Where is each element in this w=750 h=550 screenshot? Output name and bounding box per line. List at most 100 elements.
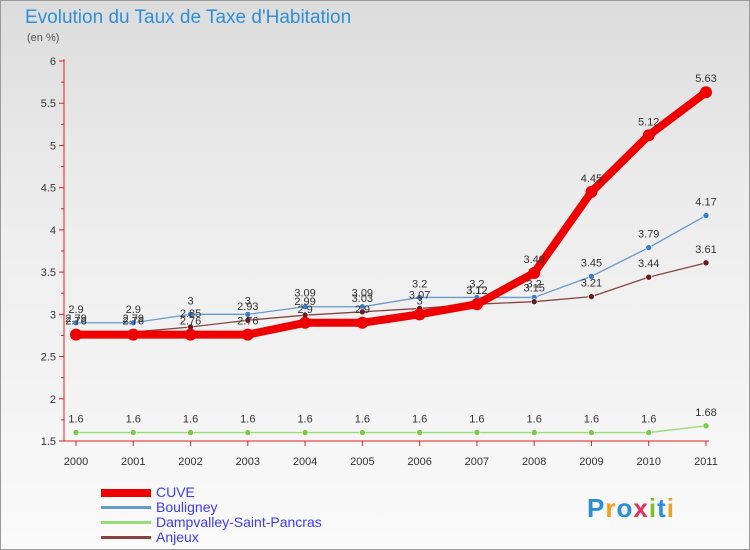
data-label: 2.76 bbox=[123, 316, 144, 328]
data-label: 3.61 bbox=[695, 244, 716, 256]
data-label: 3.12 bbox=[466, 285, 487, 297]
legend-item: Bouligney bbox=[101, 500, 322, 515]
data-label: 3.21 bbox=[581, 278, 602, 290]
data-label: 1.6 bbox=[584, 414, 599, 426]
logo-letter: t bbox=[657, 493, 667, 523]
series-line-dampvalley-saint-pancras bbox=[75, 425, 707, 434]
data-point bbox=[244, 429, 252, 436]
legend-label: Anjeux bbox=[156, 529, 199, 545]
data-point bbox=[72, 429, 80, 436]
logo-letter: P bbox=[587, 493, 606, 523]
x-tick-label: 2011 bbox=[694, 456, 718, 468]
legend-item: Anjeux bbox=[101, 530, 322, 545]
data-point bbox=[299, 316, 312, 329]
series-line-cuve bbox=[72, 88, 710, 339]
data-point bbox=[702, 259, 710, 267]
data-point bbox=[700, 86, 712, 99]
data-point bbox=[588, 293, 595, 300]
y-tick-label: 5.5 bbox=[41, 98, 56, 110]
data-label: 3.2 bbox=[469, 278, 484, 290]
data-point bbox=[359, 308, 366, 316]
data-label: 3 bbox=[187, 295, 193, 307]
data-point bbox=[241, 328, 254, 341]
series-line-anjeux bbox=[75, 262, 707, 333]
data-label: 2.79 bbox=[123, 313, 144, 325]
data-label: 4.17 bbox=[695, 197, 716, 209]
logo-letter: o bbox=[616, 493, 634, 523]
data-label: 3.45 bbox=[581, 257, 602, 269]
legend-swatch bbox=[101, 506, 151, 509]
data-label: 3.49 bbox=[523, 254, 544, 266]
chart-legend: CUVE Bouligney Dampvalley-Saint-Pancras Anj… bbox=[101, 485, 322, 545]
data-label: 2.99 bbox=[294, 296, 315, 308]
data-point bbox=[530, 429, 538, 436]
logo-letter: x bbox=[633, 493, 649, 523]
y-tick-label: 2.5 bbox=[41, 352, 56, 364]
legend-label: CUVE bbox=[156, 484, 195, 500]
data-point bbox=[702, 422, 710, 430]
data-label: 1.6 bbox=[183, 414, 198, 426]
data-label: 3.79 bbox=[638, 229, 659, 241]
data-label: 3 bbox=[245, 295, 251, 307]
y-tick-label: 1.5 bbox=[41, 436, 56, 448]
series-line-bouligney bbox=[75, 214, 707, 324]
data-point bbox=[416, 429, 423, 436]
data-point bbox=[588, 273, 595, 280]
legend-label: Dampvalley-Saint-Pancras bbox=[156, 514, 322, 530]
data-point bbox=[702, 212, 710, 219]
x-tick-label: 2002 bbox=[178, 456, 202, 468]
x-tick-label: 2004 bbox=[293, 456, 317, 468]
data-label: 3.03 bbox=[352, 293, 373, 305]
data-label: 2.9 bbox=[68, 304, 83, 316]
data-label: 1.6 bbox=[240, 414, 255, 426]
data-point bbox=[127, 328, 140, 341]
x-tick-label: 2001 bbox=[121, 456, 145, 468]
legend-swatch bbox=[101, 488, 151, 497]
data-label: 2.85 bbox=[180, 308, 201, 320]
data-label: 3.12 bbox=[466, 285, 487, 297]
data-point bbox=[129, 429, 137, 436]
data-label: 3.09 bbox=[352, 288, 373, 300]
data-point bbox=[416, 294, 423, 301]
y-tick-label: 3.5 bbox=[41, 267, 56, 279]
data-point bbox=[129, 319, 137, 327]
data-label: 1.6 bbox=[412, 414, 427, 426]
x-tick-label: 2005 bbox=[350, 456, 374, 468]
y-tick-label: 4.5 bbox=[41, 183, 56, 195]
data-label: 2.9 bbox=[126, 304, 141, 316]
data-point bbox=[244, 316, 252, 324]
data-label: 5.12 bbox=[638, 116, 659, 128]
legend-label: Bouligney bbox=[156, 499, 218, 515]
data-point bbox=[530, 298, 538, 305]
x-tick-label: 2010 bbox=[636, 456, 660, 468]
data-label: 1.6 bbox=[355, 414, 370, 426]
data-point bbox=[359, 429, 366, 436]
y-tick-label: 5 bbox=[50, 140, 56, 152]
data-point bbox=[645, 273, 653, 281]
data-label: 3.09 bbox=[294, 288, 315, 300]
data-point bbox=[187, 429, 194, 436]
data-label: 4.45 bbox=[581, 173, 602, 185]
data-label: 3.07 bbox=[409, 289, 430, 301]
data-point bbox=[187, 311, 194, 318]
data-label: 1.6 bbox=[527, 414, 542, 426]
data-point bbox=[645, 244, 653, 251]
data-point bbox=[356, 316, 369, 329]
legend-item: CUVE bbox=[101, 485, 322, 500]
data-point bbox=[301, 303, 309, 311]
data-label: 3.2 bbox=[527, 278, 542, 290]
data-point bbox=[585, 185, 598, 198]
data-point bbox=[72, 319, 80, 327]
x-tick-label: 2009 bbox=[579, 456, 603, 468]
data-label: 2.9 bbox=[297, 304, 312, 316]
data-label: 2.76 bbox=[237, 316, 258, 328]
data-label: 1.68 bbox=[695, 407, 716, 419]
data-point bbox=[642, 129, 655, 142]
data-point bbox=[588, 429, 595, 436]
data-label: 3.2 bbox=[412, 278, 427, 290]
y-tick-label: 2 bbox=[50, 394, 56, 406]
data-label: 2.9 bbox=[355, 304, 370, 316]
data-point bbox=[528, 266, 541, 279]
data-label: 5.63 bbox=[695, 73, 716, 85]
